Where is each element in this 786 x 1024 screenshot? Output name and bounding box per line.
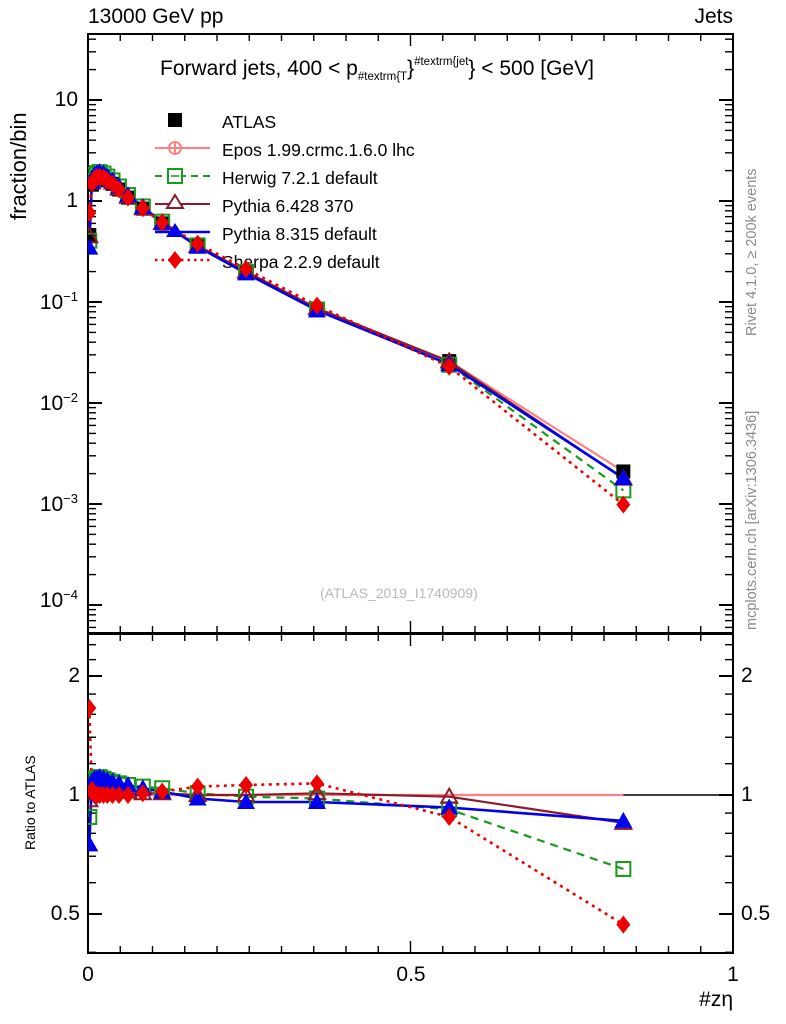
main-ytick-1e-1: 10−1 xyxy=(39,289,78,314)
main-markers-sherpa xyxy=(88,167,631,514)
plot-title: Forward jets, 400 < p#textrm{T}#textrm{j… xyxy=(160,56,594,83)
title-post: } < 500 [GeV] xyxy=(468,56,594,80)
ratio-markers-sherpa xyxy=(88,698,631,934)
main-ytick-1e-4: 10−4 xyxy=(39,587,78,612)
main-series-group xyxy=(88,163,634,514)
main-ytick-1: 1 xyxy=(66,189,78,212)
main-markers-herwig xyxy=(88,164,632,499)
legend-label-pythia8: Pythia 8.315 default xyxy=(222,224,377,244)
ratio-ytick-2-left: 2 xyxy=(68,664,80,687)
xtick-0p5: 0.5 xyxy=(396,963,426,986)
ratio-ytick-1-left: 1 xyxy=(68,783,80,806)
x-axis-label: #zη xyxy=(699,988,733,1011)
legend-marker-pythia6 xyxy=(165,193,185,209)
analysis-id-watermark: (ATLAS_2019_I1740909) xyxy=(320,585,478,601)
legend-label-sherpa: Sherpa 2.2.9 default xyxy=(222,252,380,272)
legend-label-herwig: Herwig 7.2.1 default xyxy=(222,168,378,188)
legend-marker-atlas xyxy=(168,113,182,127)
title-sub: #textrm{T xyxy=(357,70,408,83)
xtick-1: 1 xyxy=(727,963,739,986)
main-ytick-10: 10 xyxy=(54,88,78,111)
main-ytick-1e-2: 10−2 xyxy=(39,390,78,415)
title-mid: } xyxy=(407,56,415,80)
ratio-series-group xyxy=(88,698,634,934)
main-panel-frame xyxy=(87,33,734,634)
main-line-sherpa xyxy=(88,175,625,506)
main-ytick-1e-3: 10−3 xyxy=(39,491,78,516)
legend-label-epos: Epos 1.99.crmc.1.6.0 lhc xyxy=(222,140,415,160)
ratio-ytick-1-right: 1 xyxy=(741,783,753,806)
legend-label-atlas: ATLAS xyxy=(222,112,277,132)
xtick-0: 0 xyxy=(82,963,94,986)
legend-marker-pythia8 xyxy=(166,223,184,237)
ratio-ytick-0p5-left: 0.5 xyxy=(50,902,80,925)
header-left: 13000 GeV pp xyxy=(88,5,224,28)
ratio-ytick-0p5-right: 0.5 xyxy=(741,902,771,925)
title-pre: Forward jets, 400 < p xyxy=(160,56,358,80)
legend-label-pythia6: Pythia 6.428 370 xyxy=(222,196,354,216)
axis-ticks xyxy=(87,34,734,954)
ratio-line-sherpa xyxy=(88,707,625,926)
ratio-line-herwig xyxy=(88,775,624,871)
ratio-ytick-2-right: 2 xyxy=(741,664,753,687)
legend-marker-sherpa xyxy=(168,251,182,269)
title-sup: #textrm{jet xyxy=(414,56,469,68)
legend-keys xyxy=(155,113,210,269)
header-right: Jets xyxy=(694,5,733,28)
